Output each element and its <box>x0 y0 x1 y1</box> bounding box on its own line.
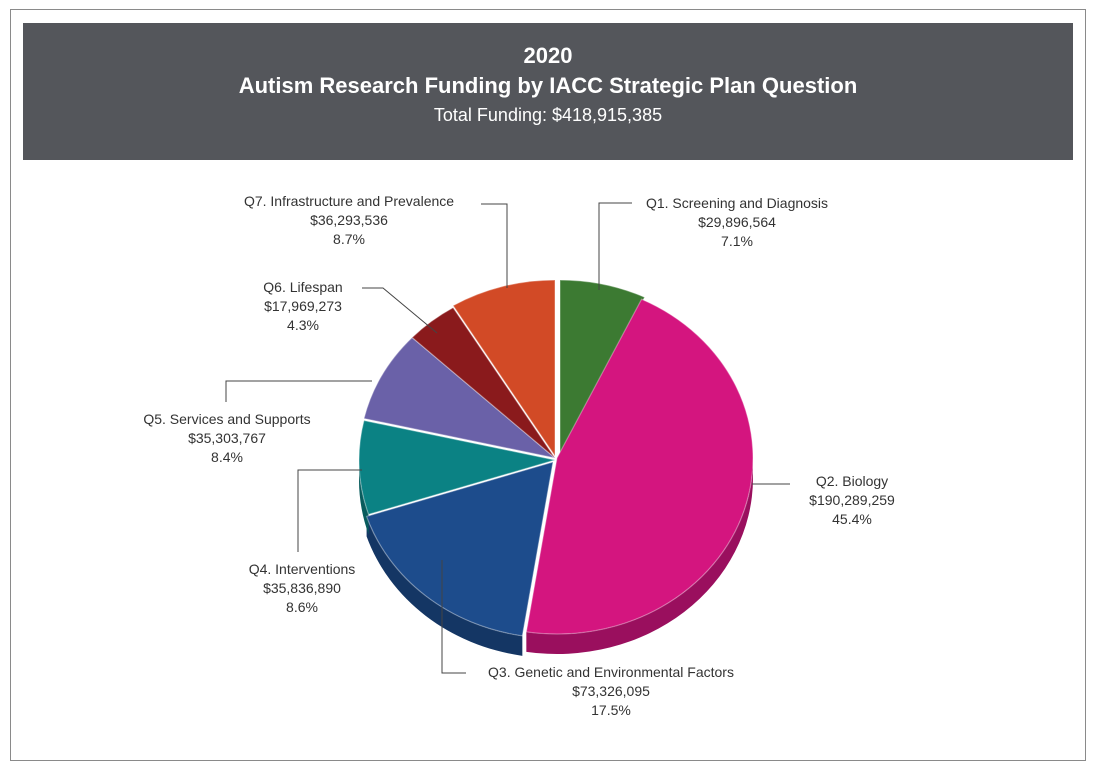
chart-year: 2020 <box>523 43 573 68</box>
label-label-q6: Q6. Lifespan <box>263 279 342 295</box>
leader-line-q3 <box>441 560 466 674</box>
label-percent-q6: 4.3% <box>287 317 319 333</box>
slice-side-q2 <box>526 458 753 654</box>
label-percent-q2: 45.4% <box>832 511 872 527</box>
leader-line-q7 <box>481 203 508 288</box>
chart-subtitle: Total Funding: $418,915,385 <box>433 105 663 125</box>
label-amount-q5: $35,303,767 <box>188 430 266 446</box>
slice-q5 <box>363 336 556 459</box>
label-percent-q4: 8.6% <box>286 599 318 615</box>
slice-side-q3 <box>366 516 523 656</box>
slice-q4 <box>358 419 556 516</box>
label-label-q1: Q1. Screening and Diagnosis <box>646 195 828 211</box>
label-amount-q4: $35,836,890 <box>263 580 341 596</box>
label-label-q5: Q5. Services and Supports <box>143 411 310 427</box>
chart-title: Autism Research Funding by IACC Strategi… <box>238 73 858 98</box>
pie-sides <box>359 458 753 656</box>
label-percent-q7: 8.7% <box>333 231 365 247</box>
label-percent-q3: 17.5% <box>591 702 631 718</box>
label-label-q2: Q2. Biology <box>816 473 888 489</box>
slice-q2 <box>525 298 754 635</box>
leader-lines <box>225 202 790 674</box>
slice-q3 <box>365 461 554 637</box>
label-percent-q1: 7.1% <box>721 233 753 249</box>
leader-line-q4 <box>297 469 362 552</box>
label-label-q4: Q4. Interventions <box>249 561 356 577</box>
label-amount-q1: $29,896,564 <box>698 214 776 230</box>
leader-line-q5 <box>225 380 372 402</box>
leader-line-q1 <box>598 202 632 290</box>
label-amount-q2: $190,289,259 <box>809 492 895 508</box>
chart-header: 2020 Autism Research Funding by IACC Str… <box>23 23 1073 160</box>
slice-q1 <box>559 279 646 457</box>
label-amount-q7: $36,293,536 <box>310 212 388 228</box>
label-percent-q5: 8.4% <box>211 449 243 465</box>
slice-labels: Q1. Screening and Diagnosis $29,896,564 7.… <box>143 193 895 718</box>
label-label-q7: Q7. Infrastructure and Prevalence <box>244 193 454 209</box>
slice-side-q4 <box>359 460 369 535</box>
pie-slices <box>358 279 754 637</box>
label-label-q3: Q3. Genetic and Environmental Factors <box>488 664 734 680</box>
label-amount-q3: $73,326,095 <box>572 683 650 699</box>
slice-q7 <box>452 279 556 458</box>
slice-q6 <box>411 306 556 459</box>
leader-line-q6 <box>362 287 438 334</box>
label-amount-q6: $17,969,273 <box>264 298 342 314</box>
